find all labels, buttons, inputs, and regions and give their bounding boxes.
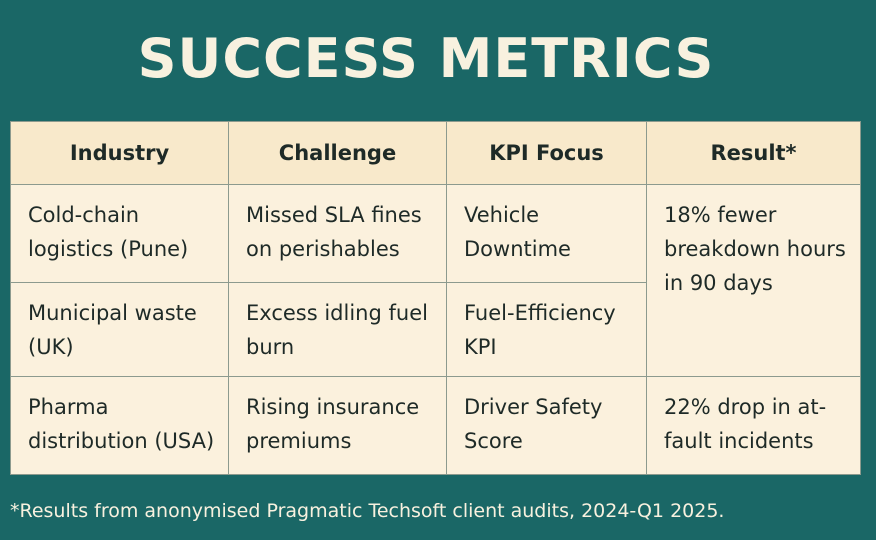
cell-result: 22% drop in at-fault incidents	[646, 376, 861, 475]
cell-kpi: Fuel-Efficiency KPI	[446, 282, 647, 377]
header-challenge: Challenge	[228, 121, 447, 185]
cell-industry: Pharma distribution (USA)	[10, 376, 229, 475]
cell-kpi: Vehicle Downtime	[446, 184, 647, 283]
table-row: Cold-chain logistics (Pune) Missed SLA f…	[10, 184, 861, 377]
cell-challenge: Rising insurance premiums	[228, 376, 447, 475]
cell-challenge: Missed SLA fines on perishables	[228, 184, 447, 283]
page-title: SUCCESS METRICS	[137, 27, 715, 90]
cell-challenge: Excess idling fuel burn	[228, 282, 447, 377]
cell-industry: Cold-chain logistics (Pune)	[10, 184, 229, 283]
header-kpi-focus: KPI Focus	[446, 121, 647, 185]
header-result: Result*	[646, 121, 861, 185]
success-metrics-table: Industry Challenge KPI Focus Result* Col…	[10, 121, 861, 475]
cell-kpi: Driver Safety Score	[446, 376, 647, 475]
table-header-row: Industry Challenge KPI Focus Result*	[10, 121, 861, 185]
table-row: Pharma distribution (USA) Rising insuran…	[10, 376, 861, 475]
footnote: *Results from anonymised Pragmatic Techs…	[10, 500, 725, 522]
header-industry: Industry	[10, 121, 229, 185]
cell-result: 18% fewer breakdown hours in 90 days	[646, 184, 861, 377]
cell-industry: Municipal waste (UK)	[10, 282, 229, 377]
